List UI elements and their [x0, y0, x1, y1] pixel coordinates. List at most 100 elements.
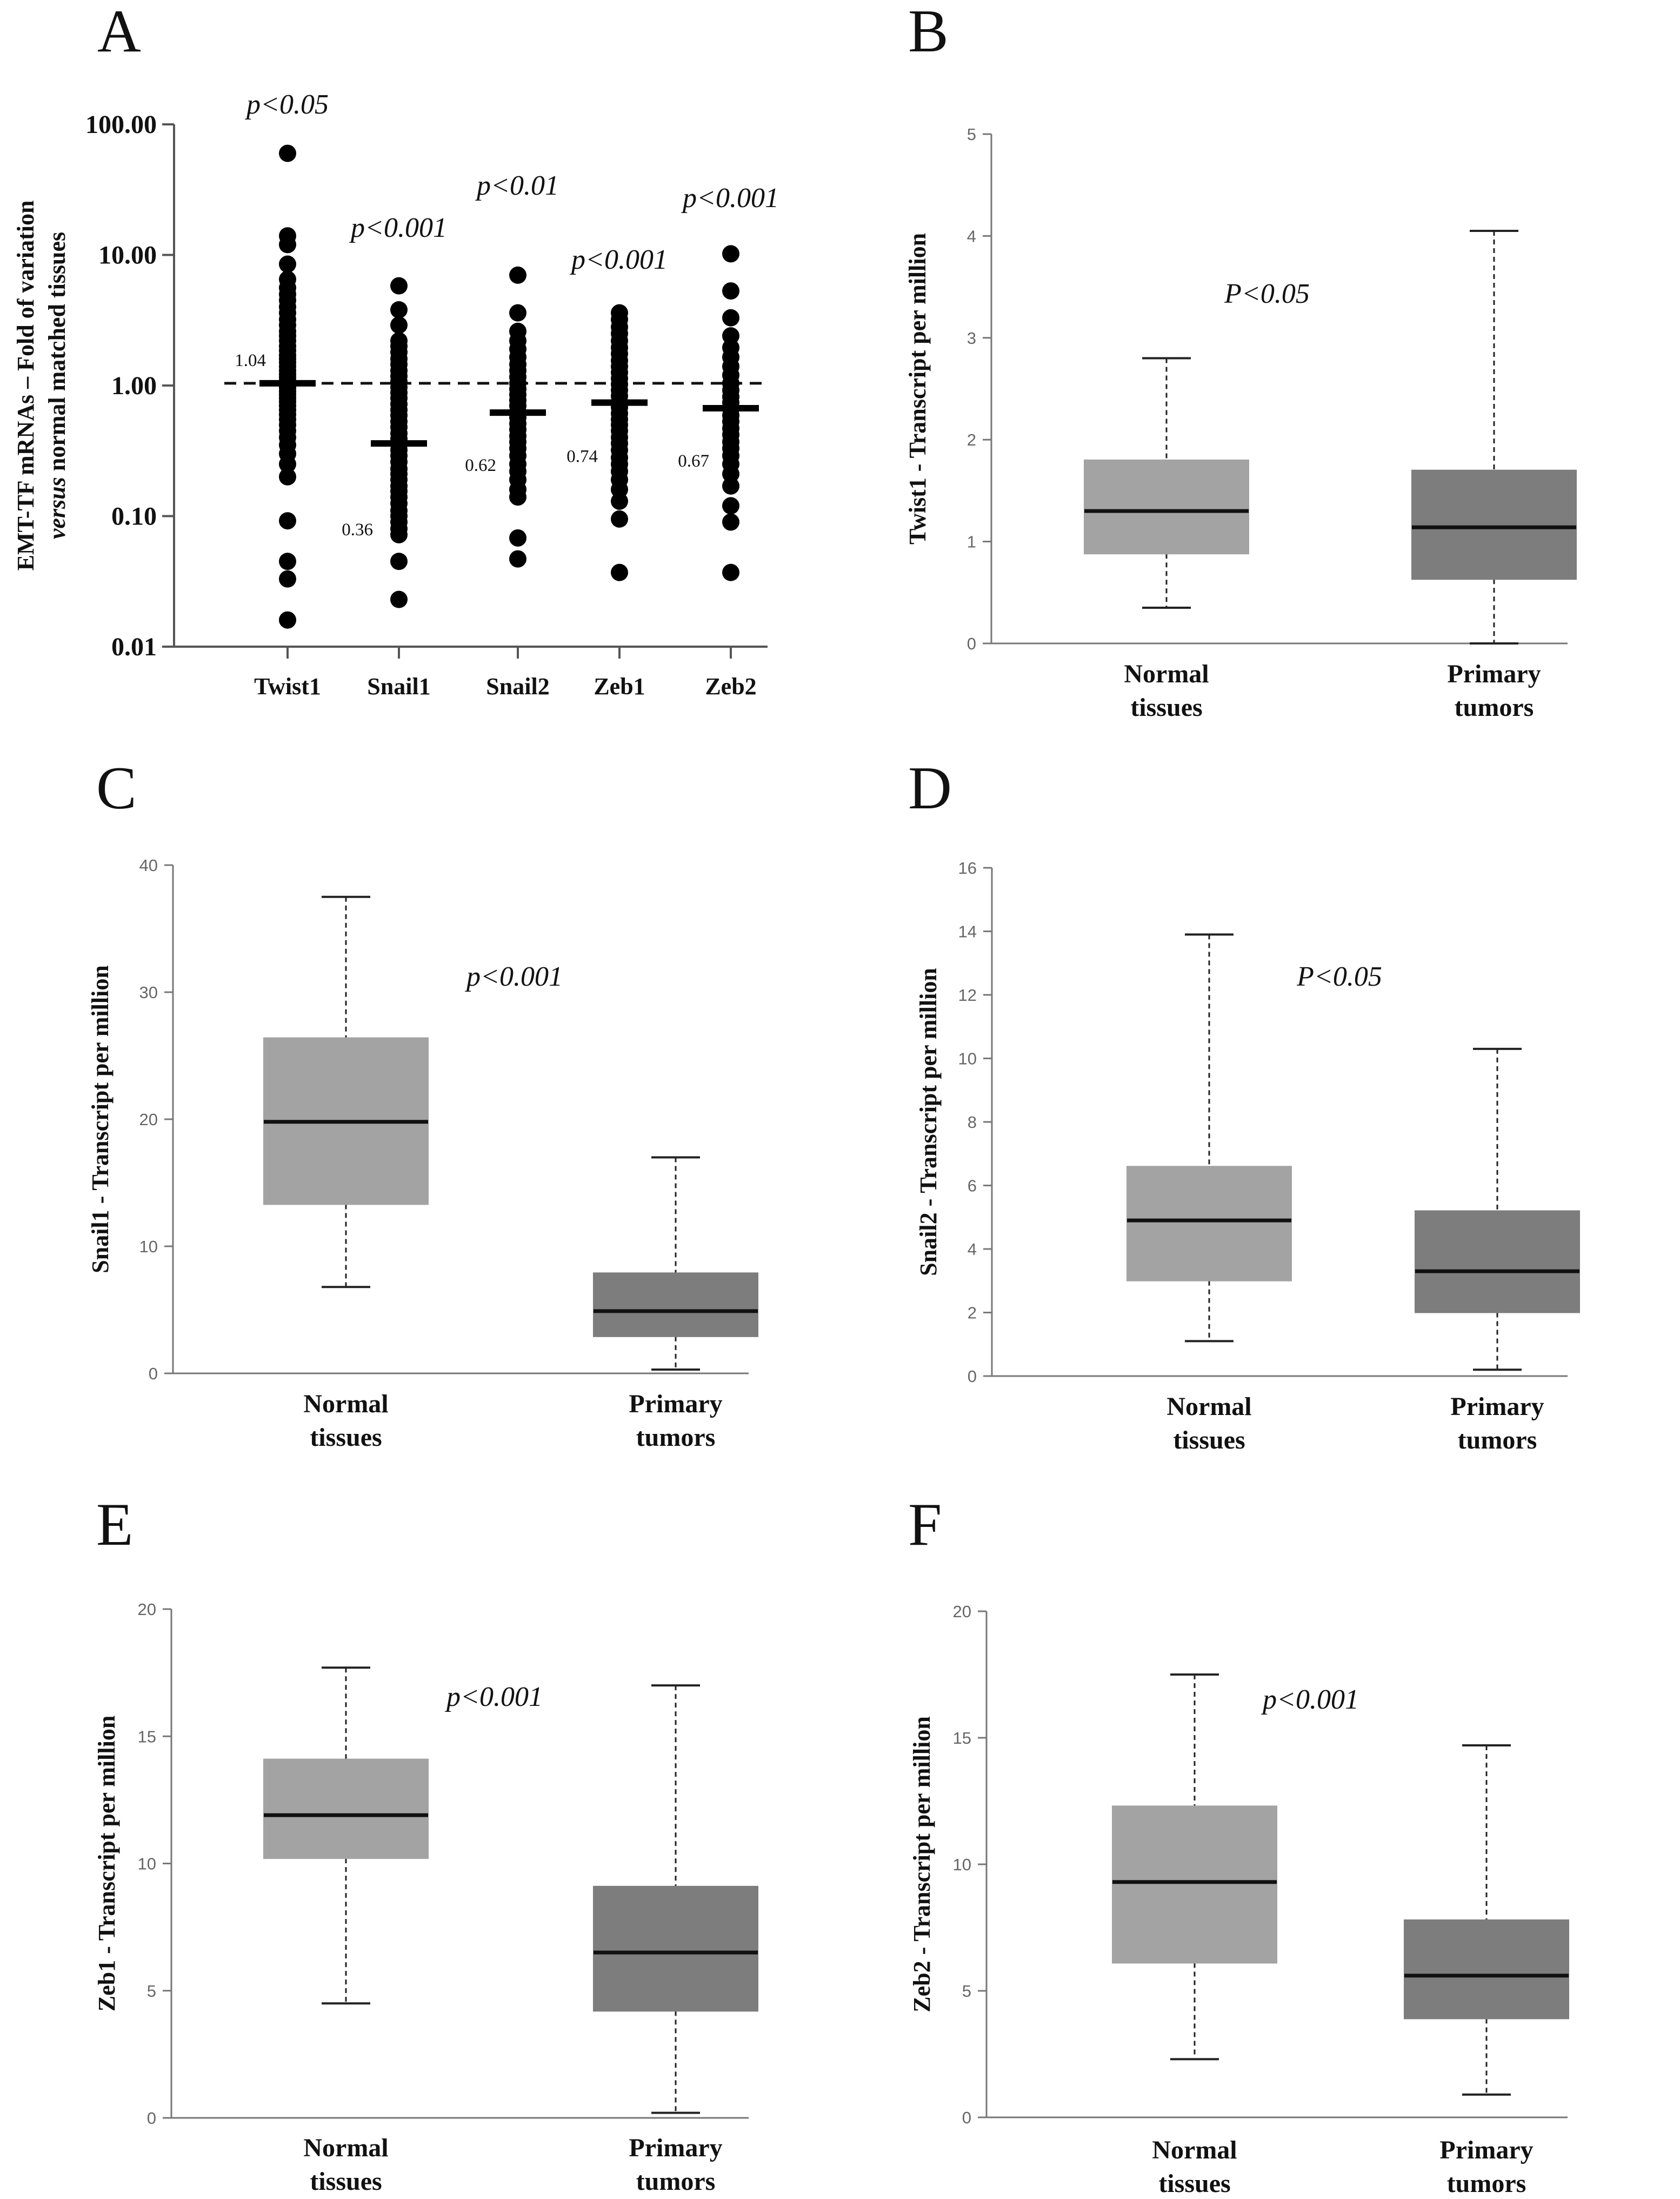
panel-f: F 0 5 10 15 20 Zeb2 - Transcript per million p<… [908, 1491, 1569, 2198]
x-category-label-line2: tumors [636, 2167, 716, 2196]
y-tick-label: 5 [962, 1982, 971, 2001]
y-tick-label: 100.00 [85, 110, 157, 139]
y-tick-label: 10.00 [98, 241, 157, 270]
x-category-label-line2: tumors [636, 1423, 716, 1452]
y-tick-label: 0.10 [111, 502, 157, 531]
y-tick-label: 0 [967, 634, 976, 653]
median-label-zeb1: 0.74 [566, 447, 598, 467]
y-tick-label: 0 [962, 2108, 971, 2127]
x-category-label-line1: Normal [303, 1390, 388, 1418]
data-point [722, 245, 739, 263]
y-tick-label: 16 [958, 859, 977, 878]
x-tick-label-twist1: Twist1 [254, 673, 321, 700]
data-point [390, 301, 408, 318]
data-point [722, 465, 739, 483]
data-point [279, 553, 296, 570]
panel-c: C 0 10 20 30 40 Snail1 - Transcript per millio… [87, 755, 758, 1452]
y-tick-label: 15 [138, 1727, 156, 1746]
x-category-label-line1: Primary [629, 1390, 722, 1418]
y-axis-title: Twist1 - Transcript per million [904, 233, 931, 544]
y-tick-label: 4 [968, 1240, 977, 1259]
y-tick-label: 4 [967, 227, 976, 245]
panel-letter-b: B [908, 0, 949, 65]
y-axis-title: EMT-TF mRNAs – Fold of variation versus n… [12, 201, 70, 571]
data-point [509, 550, 526, 568]
median-label-twist1: 1.04 [235, 351, 266, 370]
y-axis-title: Snail2 - Transcript per million [915, 968, 942, 1276]
data-point [279, 455, 296, 473]
y-tick-label: 10 [958, 1049, 977, 1068]
x-tick-label-zeb2: Zeb2 [705, 673, 756, 700]
x-tick-label-snail1: Snail1 [367, 673, 430, 700]
y-tick-label: 10 [138, 1855, 156, 1874]
box-iqr-primary-tumors [1415, 1210, 1580, 1313]
x-category-label-line1: Normal [1166, 1392, 1251, 1421]
panel-letter-a: A [97, 0, 141, 65]
p-value: P<0.05 [1224, 278, 1310, 309]
y-tick-label: 3 [967, 329, 976, 348]
y-axis-title: Zeb1 - Transcript per million [94, 1716, 120, 2012]
x-category-label-line2: tissues [1130, 693, 1202, 722]
data-point [722, 513, 739, 531]
data-point [279, 611, 296, 629]
p-value: P<0.05 [1296, 961, 1382, 992]
data-point [509, 488, 526, 506]
data-point [279, 570, 296, 588]
data-point [279, 255, 296, 273]
y-tick-label: 1 [967, 533, 976, 552]
y-axis-title: Snail1 - Transcript per million [87, 965, 114, 1273]
x-category-label-line2: tissues [310, 1423, 382, 1452]
p-value-twist1: p<0.05 [244, 89, 329, 120]
box-iqr-normal-tissues [1126, 1166, 1292, 1281]
box-iqr-primary-tumors [1411, 469, 1577, 580]
x-category-label-line2: tumors [1458, 1426, 1537, 1454]
box-iqr-normal-tissues [263, 1758, 429, 1859]
x-category-label-line1: Normal [1152, 2136, 1237, 2164]
y-axis-title: Zeb2 - Transcript per million [909, 1716, 935, 2012]
data-point [390, 590, 408, 608]
y-tick-label: 10 [139, 1237, 158, 1256]
data-point [611, 492, 628, 510]
y-axis-title-line1: EMT-TF mRNAs – Fold of variation [12, 201, 39, 571]
data-point [611, 563, 628, 581]
x-tick-label-zeb1: Zeb1 [594, 673, 645, 700]
y-tick-label: 40 [139, 856, 158, 875]
data-point [509, 304, 526, 322]
y-tick-label: 5 [147, 1982, 156, 2001]
y-axis-title-line2-italic: versus [44, 477, 70, 539]
y-tick-label: 12 [958, 986, 977, 1005]
y-tick-label: 15 [953, 1729, 971, 1748]
data-point [722, 309, 739, 327]
panel-letter-d: D [908, 755, 952, 822]
x-category-label-line1: Normal [303, 2134, 388, 2162]
data-point [509, 266, 526, 284]
x-category-label-line2: tissues [1158, 2169, 1230, 2198]
panel-e: E 0 5 10 15 20 Zeb1 - Transcript per million p<… [94, 1491, 758, 2196]
panel-letter-f: F [908, 1491, 942, 1558]
median-label-snail1: 0.36 [342, 520, 373, 540]
y-tick-label: 6 [968, 1177, 977, 1195]
y-tick-label: 0 [149, 1364, 158, 1383]
panel-a: A 0.01 0.10 1.00 10.00 100.00 EMT-TF mRNAs – F… [12, 0, 779, 700]
p-value: p<0.001 [464, 961, 563, 992]
y-tick-label: 0 [147, 2109, 156, 2128]
x-category-label-line2: tissues [1173, 1426, 1245, 1454]
x-category-label-line1: Primary [1447, 660, 1541, 688]
y-tick-label: 30 [139, 983, 158, 1002]
p-value-snail2: p<0.01 [475, 170, 559, 201]
box-iqr-primary-tumors [1404, 1919, 1569, 2019]
median-label-zeb2: 0.67 [678, 451, 709, 471]
panel-letter-e: E [96, 1491, 133, 1558]
data-point [390, 316, 408, 334]
data-point [279, 236, 296, 254]
x-category-label-line1: Primary [629, 2134, 722, 2162]
data-point [722, 497, 739, 515]
data-point [390, 553, 408, 570]
p-value: p<0.001 [1261, 1684, 1359, 1715]
y-tick-label: 10 [953, 1855, 971, 1874]
x-tick-label-snail2: Snail2 [486, 673, 549, 700]
box-iqr-normal-tissues [1112, 1805, 1277, 1964]
y-tick-label: 0.01 [111, 633, 157, 661]
